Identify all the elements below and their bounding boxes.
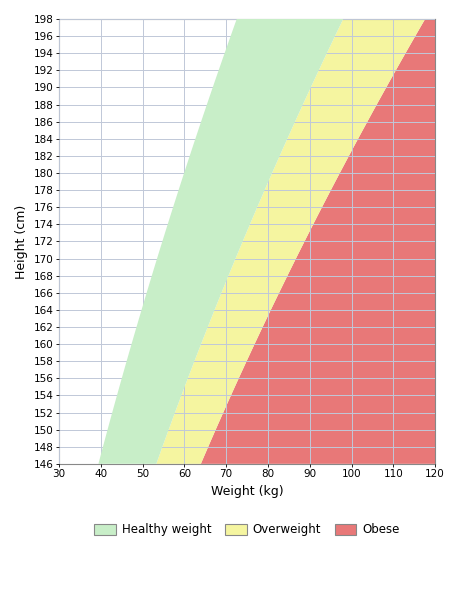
X-axis label: Weight (kg): Weight (kg) <box>210 485 283 498</box>
Polygon shape <box>156 19 424 464</box>
Polygon shape <box>201 19 434 464</box>
Polygon shape <box>98 19 342 464</box>
Legend: Healthy weight, Overweight, Obese: Healthy weight, Overweight, Obese <box>90 518 403 541</box>
Y-axis label: Height (cm): Height (cm) <box>15 204 28 278</box>
